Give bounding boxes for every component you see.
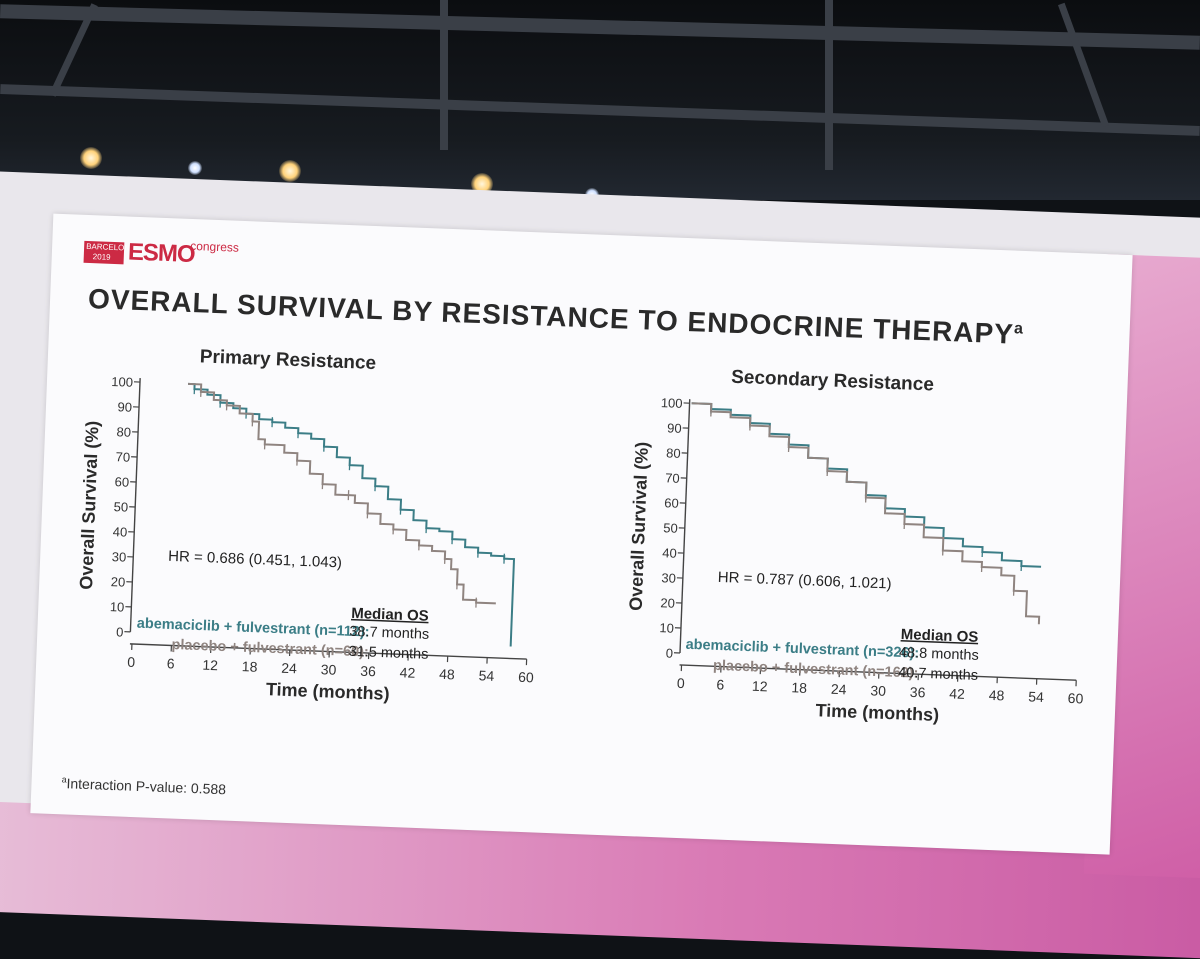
logo-year: 2019 xyxy=(93,252,111,262)
x-tick-label: 0 xyxy=(127,654,136,670)
truss-strut xyxy=(1058,3,1109,128)
x-tick-label: 54 xyxy=(1028,688,1044,705)
y-tick-label: 10 xyxy=(110,599,125,615)
y-tick-label: 60 xyxy=(664,495,679,511)
hazard-ratio-text: HR = 0.787 (0.606, 1.021) xyxy=(718,569,892,593)
x-tick-label: 18 xyxy=(242,658,258,675)
legend-label-placebo: placebo + fulvestrant (n=162): xyxy=(713,658,919,682)
primary-resistance-chart: Primary Resistance0102030405060708090100… xyxy=(34,339,589,749)
stage-light xyxy=(80,147,102,169)
median-os-value: 48.8 months xyxy=(899,645,979,664)
venue-ceiling xyxy=(0,0,1200,200)
y-tick-label: 40 xyxy=(662,545,677,561)
secondary-resistance-chart: Secondary Resistance01020304050607080901… xyxy=(578,359,1123,769)
y-tick-label: 0 xyxy=(116,624,124,639)
truss-beam xyxy=(0,4,1200,49)
x-tick-label: 6 xyxy=(167,655,176,671)
x-tick-label: 24 xyxy=(831,681,847,698)
x-axis-label: Time (months) xyxy=(266,679,390,704)
title-footnote-marker: a xyxy=(1014,320,1025,337)
y-tick-label: 30 xyxy=(112,549,127,565)
x-tick-label: 12 xyxy=(752,678,768,695)
slide-title-text: OVERALL SURVIVAL BY RESISTANCE TO ENDOCR… xyxy=(88,283,1015,350)
y-tick-label: 100 xyxy=(661,395,683,411)
x-tick-label: 42 xyxy=(949,685,965,702)
median-os-value: 31.5 months xyxy=(348,644,428,663)
chart-title: Primary Resistance xyxy=(199,346,376,374)
x-tick-label: 6 xyxy=(716,676,725,692)
y-tick-label: 80 xyxy=(666,445,681,461)
y-tick-label: 40 xyxy=(112,524,127,540)
projection-screen: BARCELONA 2019 ESMO congress OVERALL SUR… xyxy=(0,170,1200,939)
median-os-value: 40.7 months xyxy=(898,665,978,684)
x-tick-label: 0 xyxy=(677,675,686,691)
stage-light xyxy=(279,160,301,182)
logo-suffix: congress xyxy=(190,239,239,255)
x-tick-label: 48 xyxy=(439,666,455,683)
median-os-value: 38.7 months xyxy=(349,624,429,643)
y-axis-label: Overall Survival (%) xyxy=(626,441,652,611)
y-tick-label: 70 xyxy=(665,470,680,486)
x-tick-label: 42 xyxy=(399,664,415,681)
legend-label-placebo: placebo + fulvestrant (n=60): xyxy=(171,637,369,661)
x-tick-label: 60 xyxy=(1067,690,1083,707)
median-os-header: Median OS xyxy=(351,605,429,625)
y-tick-label: 90 xyxy=(667,420,682,436)
logo-brand: ESMO xyxy=(127,239,195,270)
x-tick-label: 12 xyxy=(202,657,218,674)
y-tick-label: 70 xyxy=(115,449,130,465)
truss-strut xyxy=(825,0,833,170)
x-tick-label: 24 xyxy=(281,660,297,677)
slide-title: OVERALL SURVIVAL BY RESISTANCE TO ENDOCR… xyxy=(88,283,1025,351)
y-axis-line xyxy=(130,378,140,632)
y-tick-label: 80 xyxy=(116,424,131,440)
survival-curve-placebo xyxy=(180,384,504,603)
y-tick-label: 100 xyxy=(111,374,133,390)
hazard-ratio-text: HR = 0.686 (0.451, 1.043) xyxy=(168,548,342,572)
x-tick-label: 48 xyxy=(989,687,1005,704)
footnote: aInteraction P-value: 0.588 xyxy=(61,774,226,797)
x-axis-label: Time (months) xyxy=(815,700,939,725)
stage-light xyxy=(188,161,202,175)
y-tick-label: 20 xyxy=(111,574,126,590)
y-tick-label: 10 xyxy=(659,620,674,636)
y-axis-line xyxy=(680,399,690,653)
x-tick-label: 30 xyxy=(321,661,337,678)
y-tick-label: 50 xyxy=(113,499,128,515)
x-tick-label: 60 xyxy=(518,669,534,686)
y-axis-label: Overall Survival (%) xyxy=(76,420,102,590)
y-tick-label: 20 xyxy=(660,595,675,611)
x-tick-label: 18 xyxy=(791,679,807,696)
y-tick-label: 50 xyxy=(663,520,678,536)
median-os-header: Median OS xyxy=(901,626,979,646)
x-tick-label: 36 xyxy=(910,684,926,701)
truss-beam xyxy=(0,84,1200,136)
y-tick-label: 90 xyxy=(117,399,132,415)
x-tick-label: 36 xyxy=(360,663,376,680)
x-tick-label: 54 xyxy=(478,667,494,684)
x-tick-label: 30 xyxy=(870,682,886,699)
y-tick-label: 60 xyxy=(114,474,129,490)
esmo-logo: BARCELONA 2019 ESMO congress xyxy=(83,237,254,274)
footnote-text: Interaction P-value: 0.588 xyxy=(66,775,226,797)
presentation-slide: BARCELONA 2019 ESMO congress OVERALL SUR… xyxy=(30,214,1132,855)
truss-strut xyxy=(440,0,448,150)
chart-title: Secondary Resistance xyxy=(731,367,934,396)
y-tick-label: 0 xyxy=(665,645,673,660)
y-tick-label: 30 xyxy=(661,570,676,586)
survival-curve-abemaciclib xyxy=(178,384,520,647)
